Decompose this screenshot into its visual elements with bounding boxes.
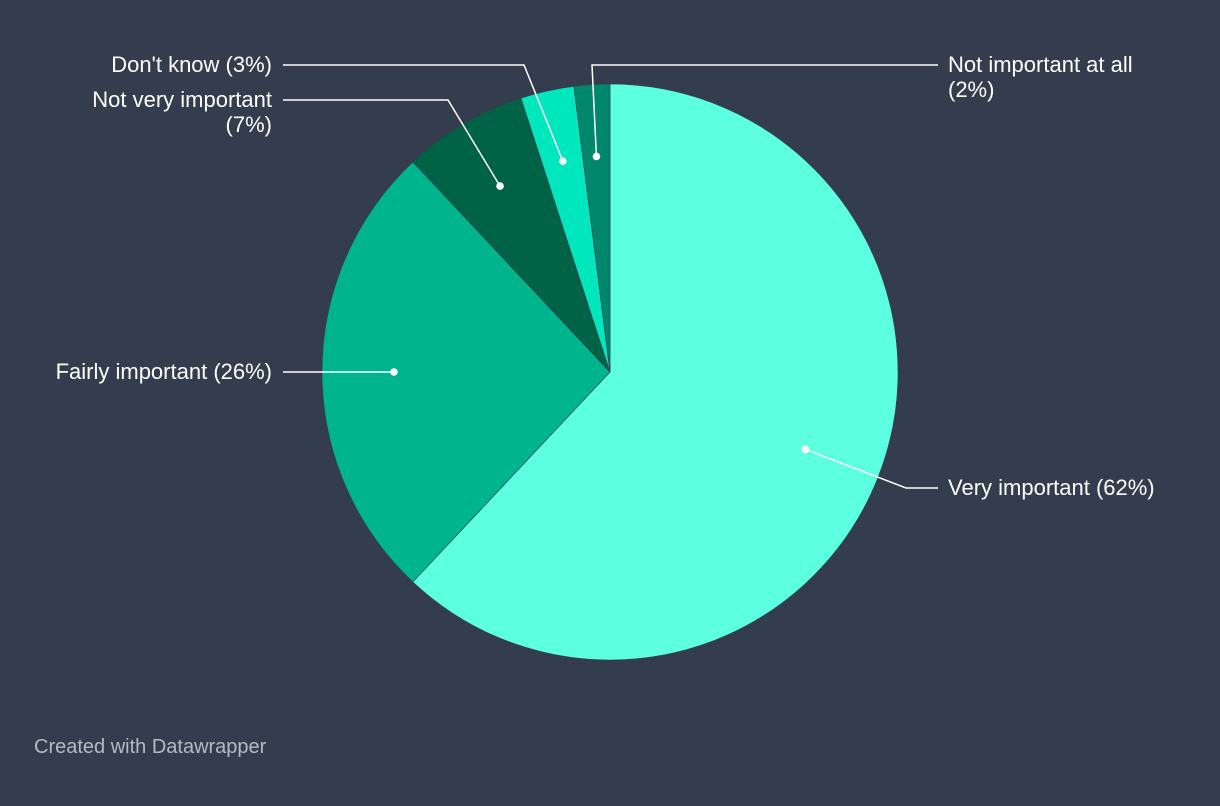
credit-text: Created with Datawrapper [34,736,267,758]
slice-label-value: (3%) [226,52,272,77]
slice-label-value: (26%) [213,359,272,384]
leader-line [805,448,938,489]
slice-label-very-important: Very important (62%) [948,475,1155,500]
slice-label-value: (62%) [1096,475,1155,500]
pie-slices [321,83,899,661]
leader-line [283,99,501,187]
slice-label-not-very-important: Not very important [92,87,272,112]
leader-dot [390,368,398,376]
slice-value-not-very-important: (7%) [226,112,272,137]
slice-labels: Very important (62%) Fairly important (26… [56,52,1155,500]
pie-slice-not-important-at-all [573,83,611,373]
slice-label-name: Very important [948,475,1096,500]
leader-line [283,64,564,162]
slice-value-not-important-at-all: (2%) [948,77,994,102]
leader-dot [801,445,810,454]
pie-slice-very-important [412,83,899,661]
leader-line [591,64,938,157]
slice-label-fairly-important: Fairly important (26%) [56,359,272,384]
slice-label-don-t-know: Don't know (3%) [111,52,272,77]
leader-dot [592,152,601,161]
slice-label-name: Fairly important [56,359,214,384]
slice-label-name: Don't know [111,52,225,77]
leader-dot [559,157,567,166]
slice-label-not-important-at-all: Not important at all [948,52,1133,77]
label-leaders [283,64,938,489]
leader-dot [496,182,504,190]
